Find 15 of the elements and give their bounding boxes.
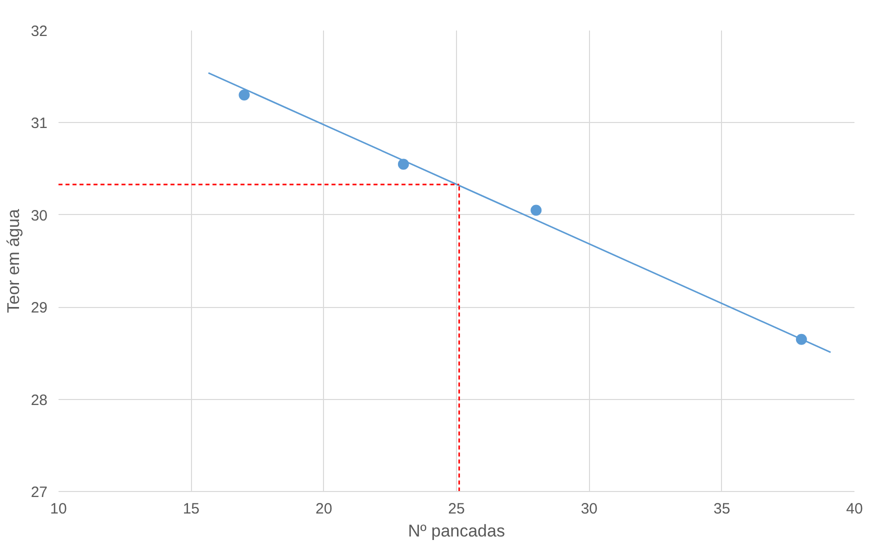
x-tick-label: 25 bbox=[448, 500, 465, 518]
x-tick-label: 20 bbox=[315, 500, 332, 518]
y-axis-title: Teor em água bbox=[4, 208, 23, 313]
x-axis-title: Nº pancadas bbox=[408, 522, 505, 540]
x-tick-label: 40 bbox=[846, 500, 863, 518]
y-tick-label: 31 bbox=[30, 115, 48, 132]
x-tick-label: 15 bbox=[182, 500, 200, 518]
x-tick-label: 35 bbox=[713, 500, 730, 518]
x-tick-label: 10 bbox=[50, 500, 67, 518]
y-tick-label: 27 bbox=[30, 484, 48, 501]
y-tick-label: 30 bbox=[30, 207, 48, 224]
y-tick-label: 29 bbox=[30, 300, 48, 317]
y-tick-label: 28 bbox=[30, 392, 48, 409]
y-tick-label: 32 bbox=[30, 23, 48, 40]
x-tick-label: 30 bbox=[580, 500, 598, 518]
